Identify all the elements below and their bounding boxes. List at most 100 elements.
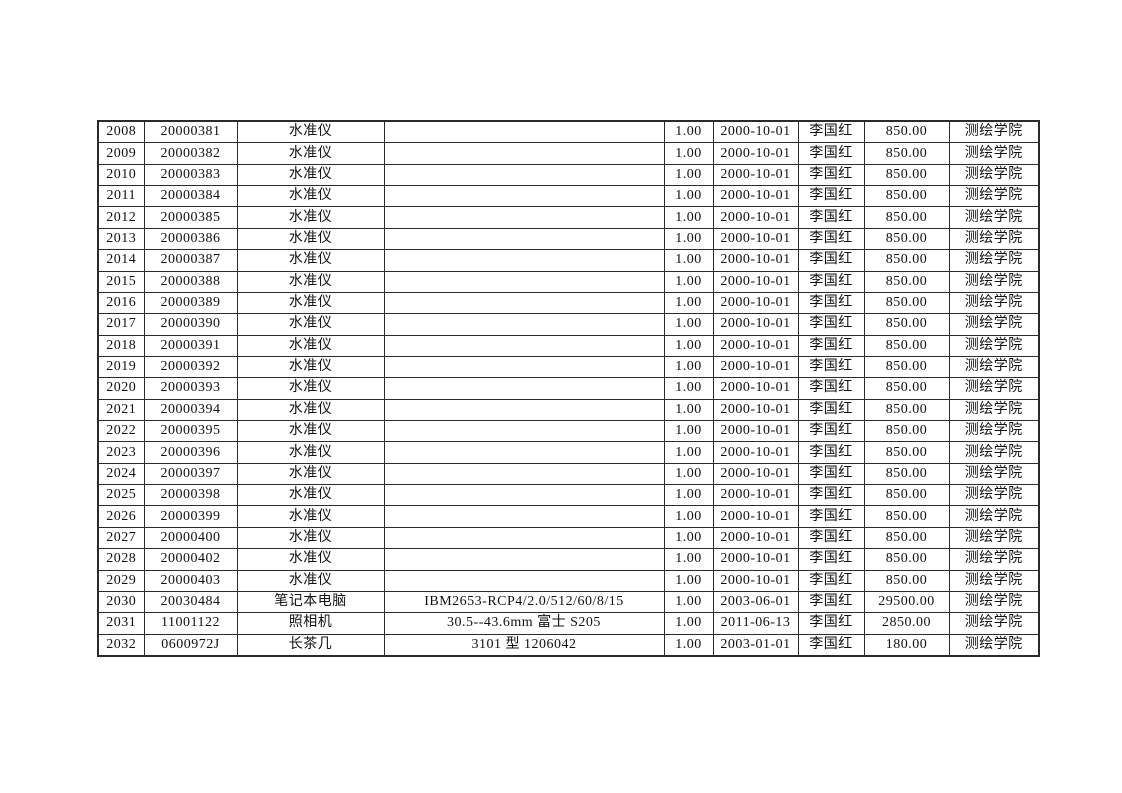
cell-price: 850.00 xyxy=(863,334,950,357)
cell-custodian: 李国红 xyxy=(797,462,865,486)
cell-seq: 2022 xyxy=(97,420,145,443)
table-row: 2008 20000381 水准仪 1.00 2000-10-01 李国红 850.00 测绘… xyxy=(97,120,1040,144)
cell-name: 水准仪 xyxy=(236,185,385,208)
cell-quantity: 1.00 xyxy=(663,227,714,251)
cell-seq: 2010 xyxy=(97,163,145,187)
cell-department: 测绘学院 xyxy=(948,227,1040,251)
cell-seq: 2009 xyxy=(97,142,145,165)
table-row: 2023 20000396 水准仪 1.00 2000-10-01 李国红 850.00 测绘… xyxy=(97,441,1040,464)
cell-asset-id: 20000394 xyxy=(143,398,238,422)
cell-name: 水准仪 xyxy=(236,569,385,592)
cell-name: 水准仪 xyxy=(236,526,385,550)
cell-date: 2000-10-01 xyxy=(712,355,799,379)
cell-seq: 2029 xyxy=(97,569,145,592)
cell-quantity: 1.00 xyxy=(663,270,714,293)
cell-price: 850.00 xyxy=(863,249,950,272)
cell-price: 850.00 xyxy=(863,270,950,293)
cell-spec xyxy=(383,163,665,187)
cell-date: 2000-10-01 xyxy=(712,163,799,187)
table-row: 2029 20000403 水准仪 1.00 2000-10-01 李国红 850.00 测绘… xyxy=(97,569,1040,592)
cell-custodian: 李国红 xyxy=(797,249,865,272)
cell-seq: 2026 xyxy=(97,505,145,528)
cell-seq: 2011 xyxy=(97,185,145,208)
cell-date: 2000-10-01 xyxy=(712,548,799,571)
cell-price: 850.00 xyxy=(863,505,950,528)
cell-asset-id: 20000388 xyxy=(143,270,238,293)
cell-name: 水准仪 xyxy=(236,355,385,379)
cell-seq: 2028 xyxy=(97,548,145,571)
cell-name: 水准仪 xyxy=(236,163,385,187)
cell-department: 测绘学院 xyxy=(948,484,1040,507)
cell-asset-id: 20000392 xyxy=(143,355,238,379)
cell-custodian: 李国红 xyxy=(797,484,865,507)
cell-quantity: 1.00 xyxy=(663,612,714,635)
cell-price: 850.00 xyxy=(863,291,950,315)
cell-seq: 2027 xyxy=(97,526,145,550)
cell-price: 850.00 xyxy=(863,569,950,592)
cell-price: 850.00 xyxy=(863,313,950,336)
cell-spec xyxy=(383,548,665,571)
cell-quantity: 1.00 xyxy=(663,313,714,336)
cell-date: 2000-10-01 xyxy=(712,334,799,357)
cell-department: 测绘学院 xyxy=(948,462,1040,486)
cell-name: 水准仪 xyxy=(236,484,385,507)
cell-asset-id: 20000387 xyxy=(143,249,238,272)
cell-date: 2000-10-01 xyxy=(712,505,799,528)
cell-spec: 30.5--43.6mm 富士 S205 xyxy=(383,612,665,635)
cell-date: 2000-10-01 xyxy=(712,249,799,272)
cell-department: 测绘学院 xyxy=(948,163,1040,187)
cell-price: 850.00 xyxy=(863,377,950,400)
cell-quantity: 1.00 xyxy=(663,590,714,614)
cell-seq: 2024 xyxy=(97,462,145,486)
cell-spec xyxy=(383,313,665,336)
cell-department: 测绘学院 xyxy=(948,334,1040,357)
cell-date: 2000-10-01 xyxy=(712,420,799,443)
cell-name: 水准仪 xyxy=(236,291,385,315)
cell-spec xyxy=(383,484,665,507)
cell-custodian: 李国红 xyxy=(797,420,865,443)
cell-date: 2000-10-01 xyxy=(712,441,799,464)
cell-department: 测绘学院 xyxy=(948,270,1040,293)
table-row: 2013 20000386 水准仪 1.00 2000-10-01 李国红 850.00 测绘… xyxy=(97,227,1040,251)
cell-custodian: 李国红 xyxy=(797,377,865,400)
cell-department: 测绘学院 xyxy=(948,398,1040,422)
cell-quantity: 1.00 xyxy=(663,334,714,357)
cell-custodian: 李国红 xyxy=(797,398,865,422)
cell-name: 水准仪 xyxy=(236,398,385,422)
table-row: 2022 20000395 水准仪 1.00 2000-10-01 李国红 850.00 测绘… xyxy=(97,420,1040,443)
cell-spec: 3101 型 1206042 xyxy=(383,633,665,657)
table-row: 2017 20000390 水准仪 1.00 2000-10-01 李国红 850.00 测绘… xyxy=(97,313,1040,336)
table-row: 2026 20000399 水准仪 1.00 2000-10-01 李国红 850.00 测绘… xyxy=(97,505,1040,528)
cell-seq: 2014 xyxy=(97,249,145,272)
cell-custodian: 李国红 xyxy=(797,227,865,251)
table-row: 2016 20000389 水准仪 1.00 2000-10-01 李国红 850.00 测绘… xyxy=(97,291,1040,315)
cell-asset-id: 20000382 xyxy=(143,142,238,165)
cell-asset-id: 20000396 xyxy=(143,441,238,464)
cell-spec xyxy=(383,462,665,486)
cell-quantity: 1.00 xyxy=(663,462,714,486)
table-row: 2024 20000397 水准仪 1.00 2000-10-01 李国红 850.00 测绘… xyxy=(97,462,1040,486)
cell-seq: 2023 xyxy=(97,441,145,464)
cell-price: 850.00 xyxy=(863,526,950,550)
cell-spec: IBM2653-RCP4/2.0/512/60/8/15 xyxy=(383,590,665,614)
table-row: 2014 20000387 水准仪 1.00 2000-10-01 李国红 850.00 测绘… xyxy=(97,249,1040,272)
cell-date: 2000-10-01 xyxy=(712,206,799,229)
cell-custodian: 李国红 xyxy=(797,163,865,187)
table-row: 2015 20000388 水准仪 1.00 2000-10-01 李国红 850.00 测绘… xyxy=(97,270,1040,293)
cell-custodian: 李国红 xyxy=(797,142,865,165)
cell-department: 测绘学院 xyxy=(948,142,1040,165)
cell-name: 水准仪 xyxy=(236,270,385,293)
cell-spec xyxy=(383,142,665,165)
cell-asset-id: 20000390 xyxy=(143,313,238,336)
cell-price: 850.00 xyxy=(863,398,950,422)
cell-quantity: 1.00 xyxy=(663,505,714,528)
cell-seq: 2030 xyxy=(97,590,145,614)
cell-quantity: 1.00 xyxy=(663,249,714,272)
cell-asset-id: 20000399 xyxy=(143,505,238,528)
cell-price: 850.00 xyxy=(863,462,950,486)
cell-quantity: 1.00 xyxy=(663,291,714,315)
cell-quantity: 1.00 xyxy=(663,484,714,507)
table-row: 2025 20000398 水准仪 1.00 2000-10-01 李国红 850.00 测绘… xyxy=(97,484,1040,507)
cell-custodian: 李国红 xyxy=(797,291,865,315)
cell-quantity: 1.00 xyxy=(663,569,714,592)
